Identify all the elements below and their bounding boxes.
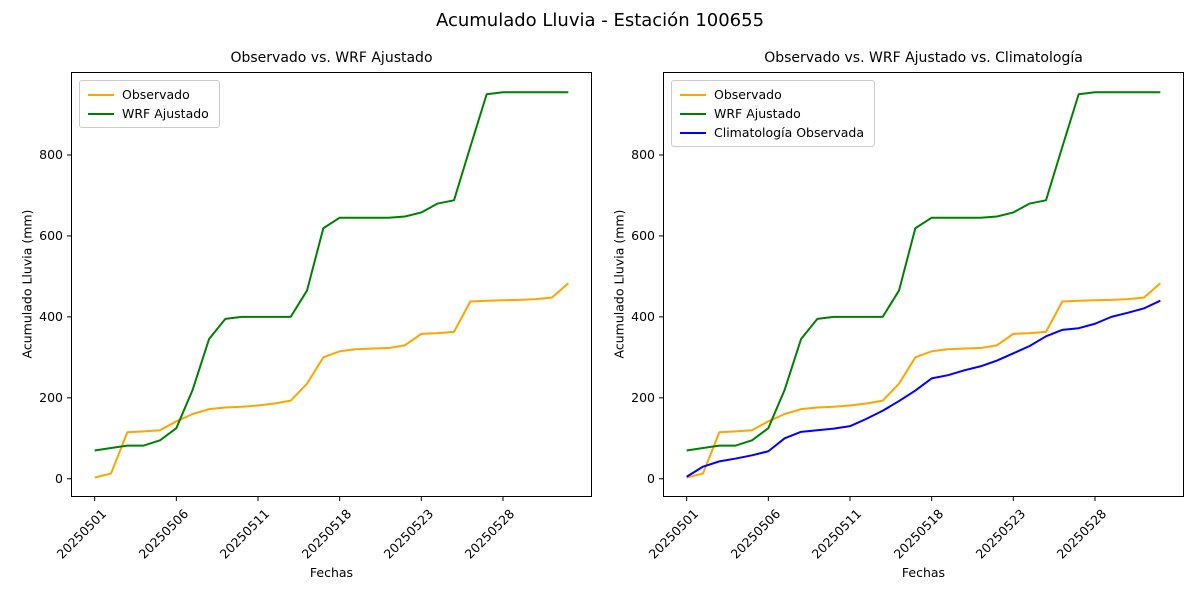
y-tick-label: 400	[39, 308, 63, 324]
y-tick-label: 800	[631, 146, 655, 162]
x-tick-label: 20250523	[380, 506, 436, 562]
x-tick-label: 20250523	[972, 506, 1028, 562]
legend-left: Observado WRF Ajustado	[79, 80, 220, 128]
axes-svg	[659, 72, 1184, 501]
legend-label: WRF Ajustado	[714, 106, 801, 121]
x-tick-label: 20250528	[462, 506, 518, 562]
legend-item: WRF Ajustado	[88, 106, 209, 121]
legend-item: WRF Ajustado	[680, 106, 864, 121]
axes-title-left: Observado vs. WRF Ajustado	[230, 50, 433, 66]
legend-line-swatch	[680, 131, 706, 134]
plot-area-right: 0 200 400 600 800 20250501 20250506 20250511 202…	[631, 72, 1184, 562]
y-tick-label: 0	[647, 470, 655, 486]
x-tick-label: 20250518	[890, 506, 947, 562]
legend-item: Observado	[680, 87, 864, 102]
x-tick-label: 20250518	[298, 506, 355, 562]
x-tick-label: 20250511	[217, 506, 273, 562]
y-axis-label-left: Acumulado Lluvia (mm)	[19, 209, 35, 359]
legend-label: WRF Ajustado	[122, 106, 209, 121]
x-tick-label: 20250501	[645, 506, 702, 562]
subplot-observado-wrf-climatologia: Observado vs. WRF Ajustado vs. Climatolo…	[612, 50, 1184, 580]
legend-item: Climatología Observada	[680, 125, 864, 140]
y-tick-label: 200	[39, 389, 63, 405]
x-tick-label: 20250506	[135, 506, 191, 562]
legend-line-swatch	[680, 93, 706, 96]
x-tick-label: 20250506	[727, 506, 783, 562]
legend-label: Observado	[122, 87, 190, 102]
legend-item: Observado	[88, 87, 209, 102]
axes-svg	[67, 72, 592, 501]
y-tick-label: 0	[55, 470, 63, 486]
x-tick-label: 20250501	[53, 506, 110, 562]
x-axis-label-right: Fechas	[901, 565, 946, 580]
legend-line-swatch	[680, 112, 706, 115]
legend-label: Climatología Observada	[714, 125, 864, 140]
axes-spines	[663, 72, 1184, 497]
y-tick-label: 600	[39, 227, 63, 243]
legend-line-swatch	[88, 93, 114, 96]
plot-area-left: 0 200 400 600 800 20250501 20250506 20250511 202…	[39, 72, 592, 562]
y-axis-label-right: Acumulado Lluvia (mm)	[611, 209, 627, 359]
x-tick-label: 20250528	[1054, 506, 1110, 562]
y-tick-label: 800	[39, 146, 63, 162]
legend-right: Observado WRF Ajustado Climatología Observ…	[671, 80, 875, 147]
y-tick-label: 400	[631, 308, 655, 324]
x-tick-label: 20250511	[809, 506, 865, 562]
series-line-1	[686, 91, 1161, 452]
x-axis-label-left: Fechas	[309, 565, 354, 580]
legend-line-swatch	[88, 112, 114, 115]
series-line-1	[94, 91, 569, 452]
subplot-observado-vs-wrf: Observado vs. WRF Ajustado Acumulado Llu…	[20, 50, 592, 580]
series-line-0	[94, 282, 569, 479]
y-tick-label: 200	[631, 389, 655, 405]
legend-label: Observado	[714, 87, 782, 102]
figure-title: Acumulado Lluvia - Estación 100655	[435, 10, 765, 31]
series-line-0	[686, 282, 1161, 479]
y-tick-label: 600	[631, 227, 655, 243]
axes-spines	[71, 72, 592, 497]
series-line-2	[686, 299, 1161, 478]
axes-title-right: Observado vs. WRF Ajustado vs. Climatolo…	[764, 50, 1083, 66]
